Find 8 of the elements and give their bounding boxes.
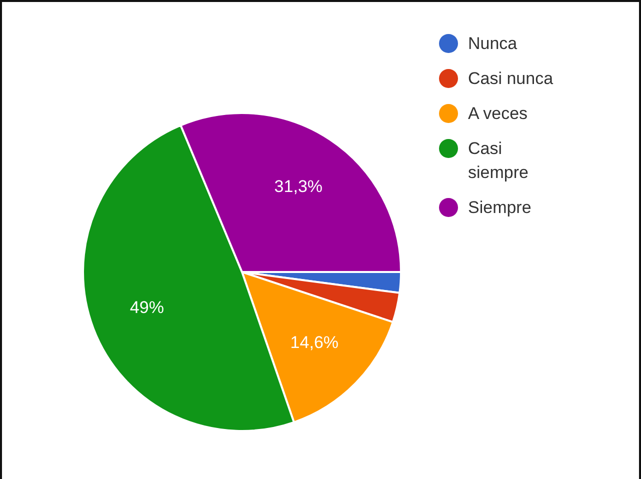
legend-label: Siempre [468,197,532,219]
data-label: 31,3% [274,176,323,196]
legend-label: Casi siempre [468,138,530,184]
legend-label: A veces [468,103,529,125]
data-label: 14,6% [290,333,339,352]
data-label: 49% [130,298,164,317]
legend-label: Casi nunca [468,68,554,90]
legend-label: Nunca [468,33,518,55]
